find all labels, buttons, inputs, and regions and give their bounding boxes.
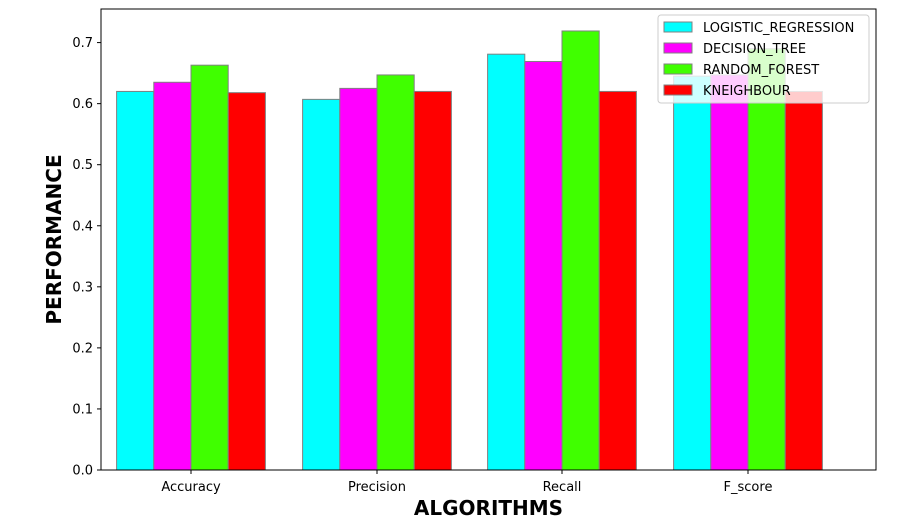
- y-tick-label: 0.5: [72, 158, 93, 173]
- legend-label: KNEIGHBOUR: [703, 84, 791, 99]
- bar-kneighbour-f-score: [784, 90, 823, 471]
- legend-box: [657, 14, 870, 104]
- legend-label: RANDOM_FOREST: [703, 63, 819, 78]
- bar-random-forest-recall: [561, 30, 600, 471]
- legend-label: DECISION_TREE: [703, 42, 806, 57]
- x-tick-label: Recall: [543, 480, 582, 495]
- bar-decision-tree-accuracy: [153, 81, 192, 471]
- bar-logistic-regression-recall: [487, 53, 526, 471]
- bar-random-forest-precision: [376, 74, 415, 471]
- x-tick-label: Precision: [348, 480, 406, 495]
- bar-kneighbour-recall: [598, 90, 637, 471]
- legend-swatch: [663, 63, 693, 75]
- legend-swatch: [663, 21, 693, 33]
- plot-frame: [100, 8, 877, 471]
- legend-label: LOGISTIC_REGRESSION: [703, 21, 854, 36]
- x-axis-title: ALGORITHMS: [414, 496, 563, 520]
- bars-layer: [116, 30, 823, 471]
- bar-kneighbour-accuracy: [227, 92, 266, 471]
- x-tick-label: Accuracy: [161, 480, 221, 495]
- y-tick-label: 0.6: [72, 97, 93, 112]
- y-tick-label: 0.7: [72, 36, 93, 51]
- bar-logistic-regression-precision: [302, 98, 341, 471]
- y-tick-label: 0.3: [72, 280, 93, 295]
- bar-logistic-regression-f-score: [673, 75, 712, 471]
- legend: LOGISTIC_REGRESSION DECISION_TREE RANDOM_F…: [657, 14, 870, 104]
- y-tick-label: 0.4: [72, 219, 93, 234]
- bar-decision-tree-recall: [524, 61, 563, 471]
- y-tick-label: 0.0: [72, 464, 93, 479]
- bar-kneighbour-precision: [413, 90, 452, 471]
- x-tick-label: F_score: [724, 480, 773, 495]
- y-tick-label: 0.2: [72, 341, 93, 356]
- legend-swatch: [663, 84, 693, 96]
- bar-random-forest-accuracy: [190, 64, 229, 471]
- y-axis: 0.0 0.1 0.2 0.3 0.4 0.5 0.6 0.7: [72, 36, 101, 479]
- x-axis: Accuracy Precision Recall F_score: [161, 470, 772, 495]
- bar-decision-tree-precision: [339, 87, 378, 471]
- bar-logistic-regression-accuracy: [116, 90, 155, 471]
- bar-random-forest-f-score: [747, 48, 786, 471]
- y-axis-title: PERFORMANCE: [42, 154, 66, 324]
- y-tick-label: 0.1: [72, 402, 93, 417]
- legend-swatch: [663, 42, 693, 54]
- bar-decision-tree-f-score: [710, 74, 749, 471]
